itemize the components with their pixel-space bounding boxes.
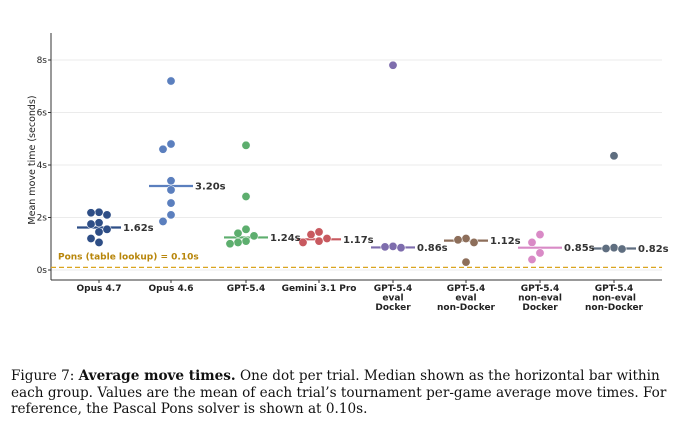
caption-title: Average move times. (78, 368, 236, 384)
data-point (86, 208, 96, 218)
data-point (453, 235, 463, 245)
data-point (166, 185, 176, 195)
figure-caption: Figure 7: Average move times. One dot pe… (11, 368, 691, 418)
y-tick-label: 6s (37, 109, 48, 119)
data-point (469, 237, 479, 247)
category-labels: Opus 4.7 Opus 4.6 GPT-5.4 Gemini 3.1 Pro GPT… (77, 280, 644, 313)
data-point (609, 151, 619, 161)
y-tick-label: 4s (37, 161, 48, 171)
data-point (233, 237, 243, 247)
data-point (241, 140, 251, 150)
data-point (166, 139, 176, 149)
median-label: 1.62s (123, 223, 154, 234)
data-point (94, 207, 104, 217)
data-point (461, 257, 471, 267)
data-point (396, 243, 406, 253)
category-label: eval (455, 294, 476, 304)
category-label: GPT-5.4 (227, 284, 265, 294)
category-label: Docker (522, 303, 558, 313)
data-point (322, 234, 332, 244)
category-label: GPT-5.4 (521, 284, 559, 294)
data-point (535, 230, 545, 240)
category-label: non-Docker (585, 303, 644, 313)
data-point (233, 228, 243, 238)
data-point (527, 237, 537, 247)
data-point (166, 76, 176, 86)
category-label: non-Docker (437, 303, 496, 313)
category-label: GPT-5.4 (374, 284, 412, 294)
data-point (609, 243, 619, 253)
data-point (380, 242, 390, 252)
data-point (94, 218, 104, 228)
data-point (225, 239, 235, 249)
data-point (388, 241, 398, 251)
data-point (241, 224, 251, 234)
caption-body: One dot per trial. Median shown as the h… (11, 368, 667, 417)
data-point (102, 210, 112, 220)
data-point (158, 216, 168, 226)
data-point (461, 234, 471, 244)
data-point (94, 227, 104, 237)
category-label: Gemini 3.1 Pro (282, 284, 357, 294)
data-point (617, 244, 627, 254)
category-label: non-eval (592, 294, 636, 304)
category-label: Docker (375, 303, 411, 313)
data-point (241, 236, 251, 246)
median-label: 1.17s (343, 235, 374, 246)
category-label: eval (382, 294, 403, 304)
category-label: Opus 4.7 (77, 284, 122, 294)
y-tick-label: 2s (37, 214, 48, 224)
data-point (166, 176, 176, 186)
axes (50, 33, 662, 281)
data-point (158, 144, 168, 154)
y-axis-title: Mean move time (seconds) (27, 95, 38, 224)
data-point (166, 198, 176, 208)
data-point (306, 230, 316, 240)
data-point (535, 248, 545, 258)
median-label: 0.82s (638, 244, 669, 255)
gridlines (51, 59, 662, 271)
data-point (527, 255, 537, 265)
data-point (249, 231, 259, 241)
median-label: 3.20s (195, 182, 226, 193)
data-point (298, 237, 308, 247)
data-point (102, 224, 112, 234)
data-point (94, 237, 104, 247)
median-label: 1.12s (490, 236, 521, 247)
data-point (86, 234, 96, 244)
median-label: 0.86s (417, 243, 448, 254)
category-label: Opus 4.6 (149, 284, 194, 294)
data-point (241, 192, 251, 202)
reference-label: Pons (table lookup) = 0.10s (58, 252, 199, 262)
y-tick-label: 8s (37, 56, 48, 66)
median-label: 0.85s (564, 243, 595, 254)
caption-figure-label: Figure 7: (11, 368, 75, 384)
median-labels: 1.62s 3.20s 1.24s 1.17s 0.86s 1.12s 0.85s 0.82s (123, 182, 669, 255)
median-label: 1.24s (270, 233, 301, 244)
y-tick-label: 0s (37, 266, 48, 276)
reference-line: Pons (table lookup) = 0.10s (51, 252, 662, 269)
data-point (314, 227, 324, 237)
category-label: GPT-5.4 (447, 284, 485, 294)
y-ticks: 0s 2s 4s 6s 8s (37, 56, 51, 276)
data-point (314, 236, 324, 246)
category-label: GPT-5.4 (595, 284, 633, 294)
category-label: non-eval (518, 294, 562, 304)
points (86, 60, 627, 267)
data-point (601, 243, 611, 253)
data-point (388, 60, 398, 70)
data-point (166, 210, 176, 220)
data-point (86, 219, 96, 229)
move-time-chart: Mean move time (seconds) Pons (table loo… (27, 33, 669, 313)
